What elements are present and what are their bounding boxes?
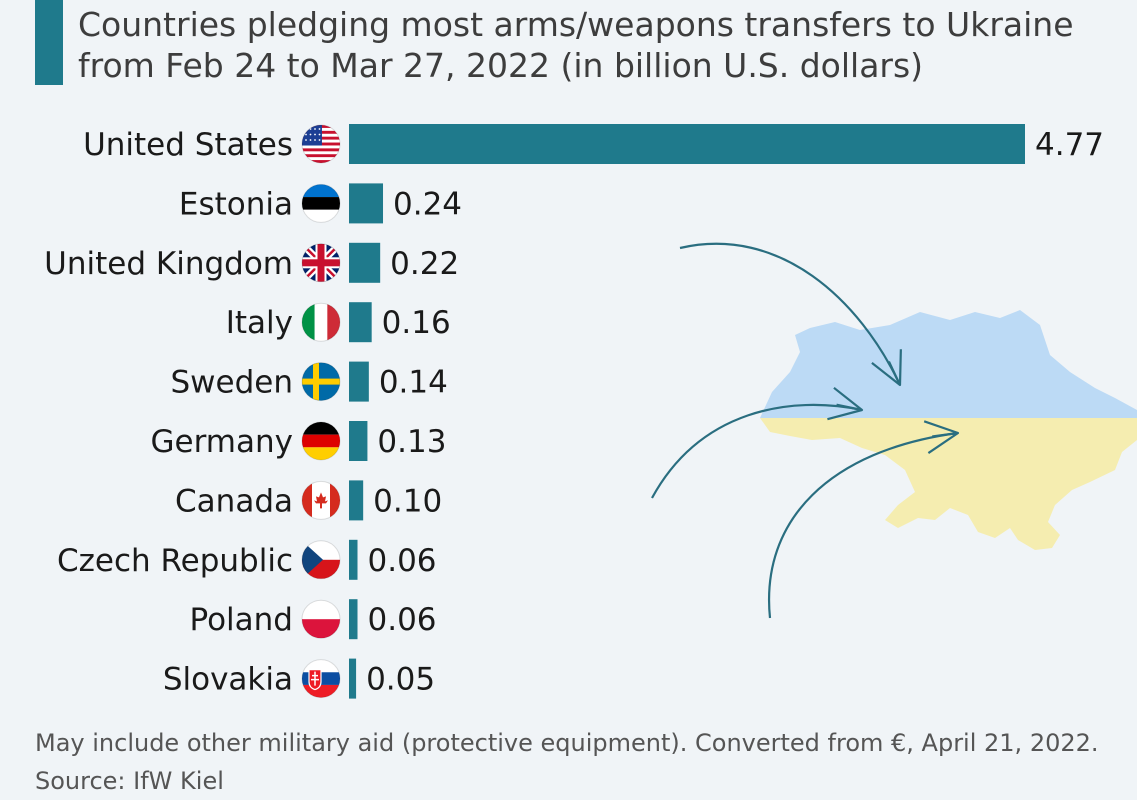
- category-label: Czech Republic: [57, 543, 293, 579]
- category-label: Sweden: [170, 365, 293, 401]
- arrows: [651, 242, 960, 619]
- ukraine-map: [760, 310, 1137, 550]
- value-label: 0.06: [368, 543, 437, 579]
- arrow-1: [679, 242, 902, 387]
- flag-us-icon: [301, 124, 341, 164]
- flag-sk-icon: [301, 659, 341, 699]
- value-label: 0.24: [393, 186, 462, 222]
- bar: [349, 124, 1025, 164]
- bar: [349, 242, 381, 283]
- bar: [349, 361, 369, 402]
- flag-se-icon: [301, 362, 341, 402]
- footnote: May include other military aid (protecti…: [35, 724, 1099, 800]
- category-label: Slovakia: [163, 662, 293, 698]
- value-label: 0.14: [379, 365, 448, 401]
- category-label: Canada: [175, 483, 293, 519]
- bar: [349, 599, 358, 640]
- value-label: 0.06: [368, 602, 437, 638]
- title-accent-bar: [35, 0, 63, 85]
- category-label: Germany: [151, 424, 293, 460]
- flag-cz-icon: [301, 540, 341, 580]
- value-label: 0.05: [366, 662, 435, 698]
- flag-ca-icon: [301, 480, 341, 520]
- flag-uk-icon: [301, 243, 341, 283]
- ukraine-map-yellow-half: [760, 418, 1137, 550]
- flag-it-icon: [301, 302, 341, 342]
- source-text: Source: IfW Kiel: [35, 767, 224, 795]
- arrow-3: [767, 420, 960, 619]
- arrow-2: [651, 386, 864, 499]
- bar: [349, 480, 364, 521]
- bar: [349, 421, 368, 461]
- bar: [349, 658, 357, 699]
- category-label: United States: [83, 127, 293, 163]
- value-label: 0.13: [377, 424, 446, 460]
- bar: [349, 539, 358, 580]
- value-label: 0.22: [390, 246, 459, 282]
- flag-pl-icon: [301, 599, 341, 639]
- category-label: Estonia: [179, 186, 293, 222]
- flag-de-icon: [301, 421, 341, 461]
- ukraine-map-blue-half: [760, 310, 1137, 418]
- value-label: 0.10: [373, 483, 442, 519]
- category-label: Italy: [226, 305, 293, 341]
- flag-ee-icon: [301, 183, 341, 223]
- category-label: Poland: [190, 602, 294, 638]
- chart-title: Countries pledging most arms/weapons tra…: [78, 5, 1074, 85]
- bars-group: United States 4.77 Estonia 0.24 United Kingd…: [44, 124, 1104, 699]
- category-label: United Kingdom: [44, 246, 293, 282]
- bar: [349, 302, 372, 343]
- value-label: 0.16: [382, 305, 451, 341]
- bar: [349, 183, 384, 224]
- value-label: 4.77: [1035, 127, 1104, 163]
- footnote-text: May include other military aid (protecti…: [35, 729, 1099, 757]
